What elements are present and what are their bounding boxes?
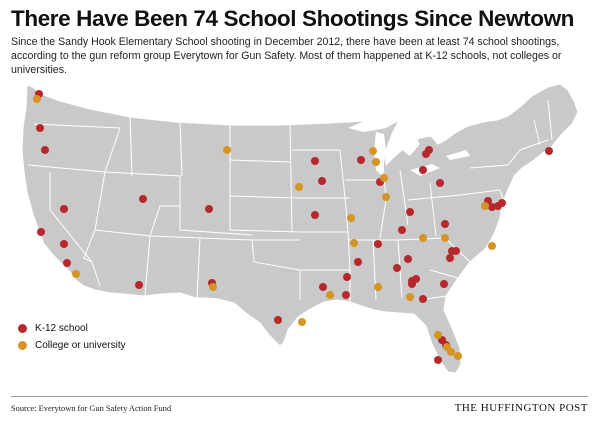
k12-marker [393, 264, 401, 272]
k12-marker [425, 146, 433, 154]
k12-marker [357, 156, 365, 164]
map-title: There Have Been 74 School Shootings Sinc… [11, 6, 575, 31]
k12-marker [60, 205, 68, 213]
college-marker [382, 193, 390, 201]
lake-huron [398, 134, 420, 156]
college-marker [326, 291, 334, 299]
k12-marker [404, 255, 412, 263]
legend-item-k12: K-12 school [18, 320, 126, 337]
k12-marker [446, 254, 454, 262]
college-marker [372, 158, 380, 166]
legend: K-12 school College or university [18, 320, 126, 354]
k12-marker [440, 280, 448, 288]
k12-legend-dot [18, 324, 27, 333]
k12-marker [342, 291, 350, 299]
k12-marker [408, 280, 416, 288]
college-marker [223, 146, 231, 154]
college-marker [374, 283, 382, 291]
legend-k12-label: K-12 school [35, 323, 88, 334]
college-marker [406, 293, 414, 301]
college-marker [441, 234, 449, 242]
k12-marker [498, 199, 506, 207]
k12-marker [434, 356, 442, 364]
k12-marker [311, 157, 319, 165]
k12-marker [419, 295, 427, 303]
college-marker [72, 270, 80, 278]
k12-marker [318, 177, 326, 185]
map-subtitle: Since the Sandy Hook Elementary School s… [11, 36, 562, 76]
college-marker [481, 202, 489, 210]
k12-marker [436, 179, 444, 187]
college-marker [369, 147, 377, 155]
k12-marker [36, 124, 44, 132]
k12-marker [60, 240, 68, 248]
k12-marker [406, 208, 414, 216]
college-marker [347, 214, 355, 222]
k12-marker [63, 259, 71, 267]
k12-marker [419, 166, 427, 174]
publisher-brand: THE HUFFINGTON POST [454, 402, 588, 414]
college-marker [419, 234, 427, 242]
k12-marker [139, 195, 147, 203]
college-marker [434, 331, 442, 339]
college-marker [33, 95, 41, 103]
k12-marker [135, 281, 143, 289]
college-marker [295, 183, 303, 191]
k12-marker [343, 273, 351, 281]
k12-marker [398, 226, 406, 234]
k12-marker [374, 240, 382, 248]
college-shooting-markers [33, 95, 496, 360]
college-marker [298, 318, 306, 326]
k12-marker [354, 258, 362, 266]
college-legend-dot [18, 341, 27, 350]
college-marker [447, 348, 455, 356]
college-marker [209, 283, 217, 291]
college-marker [454, 352, 462, 360]
k12-marker [41, 146, 49, 154]
legend-college-label: College or university [35, 340, 126, 351]
k12-marker [37, 228, 45, 236]
k12-marker [488, 203, 496, 211]
lake-ontario [446, 150, 470, 160]
k12-shooting-markers [35, 90, 553, 364]
k12-marker [205, 205, 213, 213]
k12-marker [545, 147, 553, 155]
lake-superior [348, 114, 400, 132]
k12-marker [319, 283, 327, 291]
k12-marker [441, 220, 449, 228]
footer-divider [11, 396, 588, 397]
college-marker [488, 242, 496, 250]
k12-marker [452, 247, 460, 255]
k12-marker [274, 316, 282, 324]
k12-marker [311, 211, 319, 219]
legend-item-college: College or university [18, 337, 126, 354]
college-marker [380, 174, 388, 182]
us-map [21, 83, 579, 374]
college-marker [350, 239, 358, 247]
source-note: Source: Everytown for Gun Safety Action … [11, 404, 172, 413]
